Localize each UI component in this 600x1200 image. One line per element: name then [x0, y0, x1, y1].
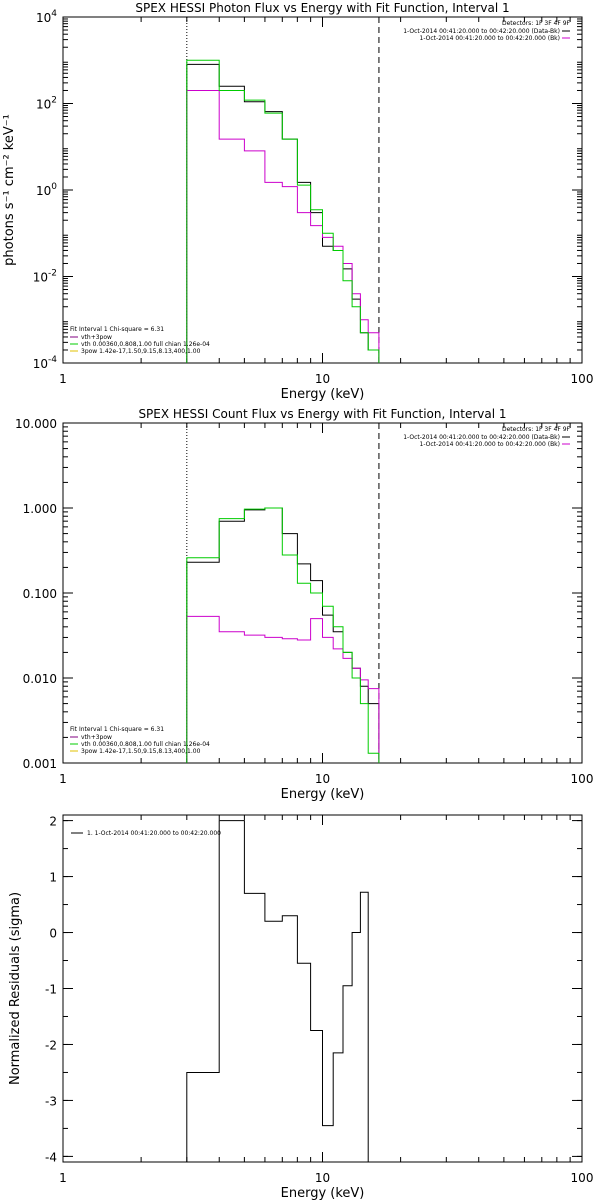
y-axis-label: Normalized Residuals (sigma)	[8, 892, 23, 1085]
fit-line-3: 3pow 1.42e-17,1.50,9.15,8.13,400,1.00	[81, 748, 201, 755]
series-1-histogram	[186, 507, 380, 763]
fit-info-label: Fit Interval 1 Chi-square = 6.31	[70, 326, 164, 333]
detectors-label: Detectors: 1F 3F 4F 9F	[502, 426, 571, 433]
residual-legend-entry: 1. 1-Oct-2014 00:41:20.000 to 00:42:20.0…	[87, 830, 221, 837]
y-tick-label: 0.010	[23, 672, 57, 686]
y-tick-label: -2	[45, 1038, 57, 1052]
y-tick-label: 100	[36, 182, 57, 198]
legend-entry-1: 1-Oct-2014 00:41:20.000 to 00:42:20.000 …	[403, 434, 560, 441]
legend-entry-2: 1-Oct-2014 00:41:20.000 to 00:42:20.000 …	[420, 441, 561, 448]
y-tick-label: 10-4	[33, 355, 58, 371]
x-tick-label: 100	[571, 1171, 594, 1185]
x-tick-label: 10	[315, 1171, 330, 1185]
x-tick-label: 1	[59, 1171, 67, 1185]
y-tick-label: 2	[49, 815, 57, 829]
y-tick-label: 0.100	[23, 587, 57, 601]
y-tick-label: -4	[45, 1150, 57, 1164]
chart-title: SPEX HESSI Count Flux vs Energy with Fit…	[138, 407, 506, 421]
chart-title: SPEX HESSI Photon Flux vs Energy with Fi…	[135, 1, 509, 15]
fit-info-label: Fit Interval 1 Chi-square = 6.31	[70, 726, 164, 733]
x-axis-label: Energy (keV)	[281, 387, 365, 402]
y-tick-label: 10-2	[33, 269, 57, 285]
plot-frame	[62, 16, 583, 364]
fit-line-1: vth+3pow	[81, 334, 112, 341]
y-axis-label: photons s⁻¹ cm⁻² keV⁻¹	[2, 114, 17, 266]
y-tick-label: 104	[36, 9, 57, 25]
x-axis-label: Energy (keV)	[281, 787, 365, 802]
series-2-histogram	[186, 615, 380, 763]
chart-1: SPEX HESSI Photon Flux vs Energy with Fi…	[2, 1, 593, 402]
fit-line-2: vth 0.00360,0.808,1.00 full chian 1.26e-…	[81, 741, 210, 748]
x-tick-label: 100	[571, 772, 594, 786]
x-tick-label: 10	[315, 372, 330, 386]
y-tick-label: 102	[36, 96, 57, 112]
x-tick-label: 1	[59, 372, 67, 386]
series-3-histogram	[186, 507, 380, 763]
x-axis-label: Energy (keV)	[281, 1186, 365, 1200]
y-tick-label: 10.000	[15, 417, 57, 431]
chart-2: SPEX HESSI Count Flux vs Energy with Fit…	[15, 407, 593, 802]
x-tick-label: 1	[59, 772, 67, 786]
x-tick-label: 100	[571, 372, 594, 386]
y-tick-label: 1.000	[23, 502, 57, 516]
y-tick-label: 0.001	[23, 757, 57, 771]
x-tick-label: 10	[315, 772, 330, 786]
fit-line-2: vth 0.00360,0.808,1.00 full chian 1.26e-…	[81, 341, 210, 348]
detectors-label: Detectors: 1F 3F 4F 9F	[502, 20, 571, 27]
y-tick-label: -3	[45, 1094, 57, 1108]
y-tick-label: -1	[45, 983, 57, 997]
series-1-histogram	[186, 820, 369, 1162]
legend-entry-2: 1-Oct-2014 00:41:20.000 to 00:42:20.000 …	[420, 35, 561, 42]
fit-line-1: vth+3pow	[81, 734, 112, 741]
legend-entry-1: 1-Oct-2014 00:41:20.000 to 00:42:20.000 …	[403, 28, 560, 35]
y-tick-label: 0	[49, 927, 57, 941]
series-3-histogram	[186, 59, 380, 363]
y-tick-label: 1	[49, 871, 57, 885]
series-1-histogram	[186, 63, 380, 363]
chart-3: 1 10 100 Energy (keV) -4 -3 -2 -1 0 1 2 Normalized …	[8, 814, 594, 1200]
series-2-histogram	[186, 90, 380, 363]
fit-line-3: 3pow 1.42e-17,1.50,9.15,8.13,400,1.00	[81, 348, 201, 355]
